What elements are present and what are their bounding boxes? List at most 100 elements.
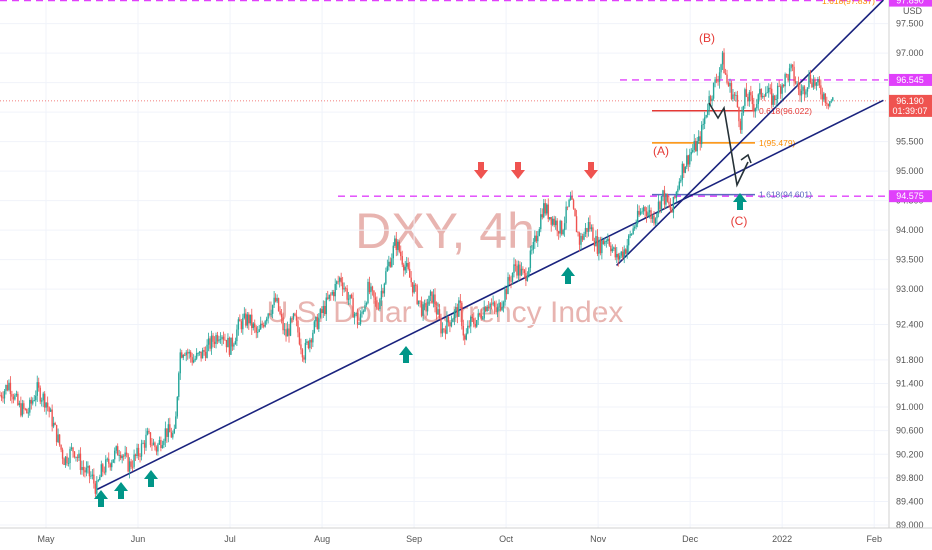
- candle-body: [57, 434, 59, 443]
- candle-body: [532, 241, 535, 250]
- candle-body: [627, 235, 630, 246]
- candle-body: [432, 294, 435, 303]
- candle-body: [645, 211, 648, 216]
- candle-body: [739, 121, 742, 130]
- candle-body: [340, 277, 342, 283]
- candle-body: [496, 307, 499, 313]
- candle-body: [474, 323, 476, 327]
- candle-body: [352, 297, 354, 318]
- candle-body: [537, 235, 539, 242]
- candle-body: [638, 210, 640, 215]
- candle-body: [788, 68, 791, 81]
- candle-body: [21, 403, 24, 416]
- candle-body: [662, 190, 664, 197]
- candle-body: [498, 302, 500, 308]
- candle-body: [747, 96, 749, 102]
- candle-body: [815, 82, 818, 86]
- candle-body: [773, 95, 776, 101]
- candle-body: [516, 265, 518, 276]
- candle-body: [423, 303, 426, 305]
- candle-body: [267, 313, 269, 319]
- candle-body: [782, 84, 785, 87]
- candle-body: [197, 352, 199, 354]
- candle-body: [416, 285, 418, 304]
- candle-body: [753, 104, 755, 112]
- candle-body: [270, 313, 272, 315]
- candle-body: [333, 292, 335, 297]
- candle-body: [626, 245, 628, 254]
- candle-body: [620, 251, 622, 256]
- candle-body: [680, 179, 682, 182]
- candle-body: [484, 307, 487, 312]
- candle-body: [675, 191, 678, 198]
- price-tick-label: 97.000: [896, 48, 924, 58]
- candle-body: [225, 339, 228, 348]
- candle-body: [827, 103, 830, 107]
- candle-body: [397, 241, 399, 250]
- candle-body: [557, 231, 560, 234]
- candle-body: [563, 223, 566, 231]
- candle-body: [765, 92, 767, 97]
- candle-body: [751, 95, 754, 105]
- candle-body: [540, 214, 542, 230]
- candle-body: [465, 333, 468, 340]
- candle-body: [408, 268, 411, 278]
- candle-body: [175, 416, 177, 429]
- candle-body: [29, 399, 31, 413]
- candle-body: [48, 407, 50, 412]
- candle-body: [784, 74, 786, 87]
- candle-body: [592, 227, 594, 241]
- candle-body: [531, 249, 533, 251]
- candle-body: [817, 79, 819, 83]
- candle-body: [656, 213, 658, 219]
- candle-body: [589, 221, 591, 230]
- candle-body: [823, 93, 825, 100]
- candle-body: [419, 300, 421, 302]
- candle-body: [358, 324, 360, 325]
- candle-body: [219, 339, 222, 340]
- candle-body: [288, 328, 290, 336]
- candle-body: [128, 461, 131, 472]
- candle-body: [687, 155, 689, 165]
- candle-body: [341, 282, 344, 290]
- candle-body: [392, 245, 395, 259]
- candle-body: [103, 471, 105, 473]
- candle-body: [376, 300, 378, 309]
- candle-body: [262, 325, 265, 327]
- candle-body: [185, 352, 187, 356]
- candle-body: [529, 250, 532, 268]
- candle-body: [8, 382, 10, 391]
- candle-body: [528, 267, 530, 276]
- candle-body: [343, 288, 345, 290]
- candle-body: [307, 341, 310, 349]
- candle-body: [659, 201, 661, 210]
- price-tick-label: 90.200: [896, 449, 924, 459]
- candle-body: [136, 447, 138, 457]
- candle-body: [42, 393, 44, 401]
- candle-body: [553, 218, 555, 226]
- candle-body: [447, 316, 450, 323]
- candle-body: [578, 232, 581, 245]
- candle-body: [46, 402, 49, 408]
- candle-body: [91, 474, 94, 476]
- candle-body: [781, 84, 783, 94]
- candle-body: [446, 316, 448, 334]
- candle-body: [480, 314, 482, 319]
- candle-body: [571, 196, 573, 200]
- time-tick-label: May: [38, 534, 56, 544]
- time-tick-label: 2022: [772, 534, 792, 544]
- down-arrow: [474, 162, 488, 179]
- time-tick-label: Jul: [224, 534, 236, 544]
- candle-body: [353, 313, 356, 318]
- time-axis[interactable]: May Jun Jul Aug Sep Oct Nov Dec 2022 Feb: [38, 534, 882, 544]
- candle-body: [698, 136, 700, 142]
- candle-body: [493, 302, 496, 308]
- candle-body: [559, 220, 561, 234]
- candle-body: [210, 335, 213, 349]
- candle-body: [26, 408, 28, 414]
- candle-body: [520, 268, 523, 276]
- candle-body: [108, 458, 110, 464]
- price-tick-label: 91.800: [896, 355, 924, 365]
- candle-body: [367, 281, 369, 304]
